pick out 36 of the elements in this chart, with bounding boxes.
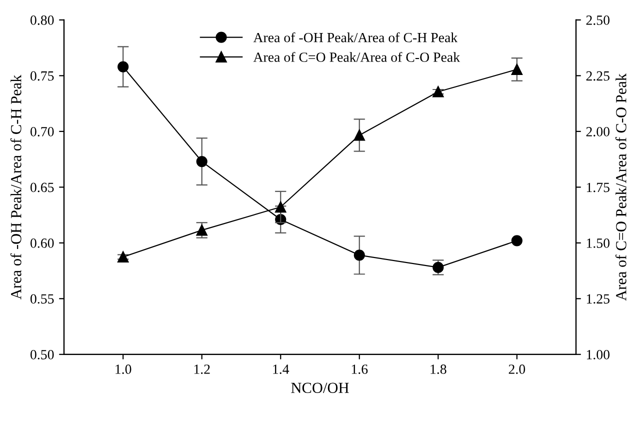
y2-tick-label: 2.50 (586, 16, 610, 25)
y-tick-label: 0.55 (30, 294, 54, 304)
legend-label: Area of C=O Peak/Area of C-O Peak (253, 52, 460, 62)
x-tick-label: 1.2 (194, 364, 210, 374)
y2-tick-label: 1.50 (586, 238, 610, 248)
point (511, 64, 522, 75)
point (118, 61, 129, 72)
point (196, 156, 208, 168)
point (354, 130, 365, 141)
legend-label: Area of -OH Peak/Area of C-H Peak (253, 32, 458, 42)
y2-tick-label: 1.75 (586, 182, 610, 192)
y2-tick-label: 1.25 (586, 294, 610, 304)
point (354, 250, 365, 261)
point (432, 262, 444, 273)
y-tick-label: 0.75 (30, 71, 54, 81)
point (432, 86, 444, 98)
y2-tick-label: 2.25 (586, 71, 610, 81)
x-tick-label: 1.8 (430, 364, 446, 374)
x-tick-label: 1.4 (273, 364, 290, 374)
y-axis-title: Area of -OH Peak/Area of C-H Peak (10, 74, 22, 300)
x-tick-label: 1.0 (116, 364, 132, 374)
y-tick-label: 0.65 (30, 182, 54, 192)
y-tick-label: 0.50 (30, 350, 54, 360)
x-axis-title: NCO/OH (291, 382, 349, 394)
y2-tick-label: 1.00 (586, 350, 610, 360)
y2-axis-title: Area of C=O Peak/Area of C-O Peak (615, 73, 626, 301)
y-tick-label: 0.70 (30, 127, 54, 136)
x-tick-label: 1.6 (352, 364, 368, 374)
y2-tick-label: 2.00 (586, 127, 610, 136)
point (118, 251, 129, 263)
point (511, 235, 522, 246)
point (196, 224, 208, 236)
x-tick-label: 2.0 (508, 364, 526, 374)
point (275, 201, 286, 213)
y-tick-label: 0.80 (30, 16, 54, 25)
y-tick-label: 0.60 (30, 238, 54, 248)
